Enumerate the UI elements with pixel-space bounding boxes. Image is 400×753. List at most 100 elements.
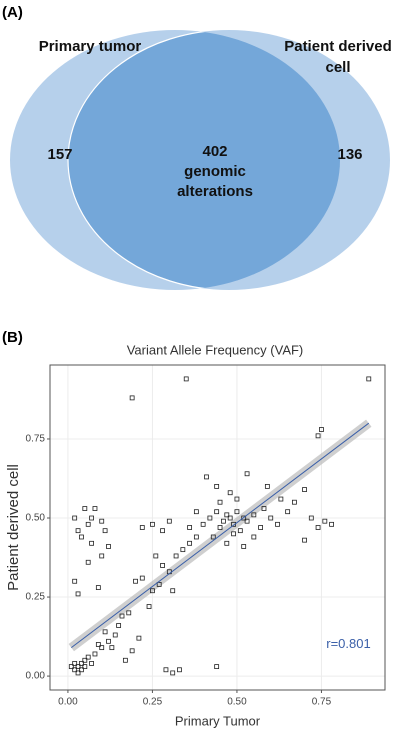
point xyxy=(217,525,223,530)
point xyxy=(112,632,118,638)
chart-title: Variant Allele Frequency (VAF) xyxy=(127,342,304,357)
point xyxy=(187,540,193,546)
x-tick-label: 0.00 xyxy=(58,697,78,708)
point xyxy=(251,512,257,518)
point xyxy=(268,515,274,521)
point xyxy=(133,578,138,584)
point xyxy=(170,588,176,594)
point xyxy=(163,667,169,673)
point xyxy=(170,670,176,676)
point xyxy=(241,515,247,521)
point xyxy=(102,528,108,534)
point xyxy=(153,553,159,559)
point xyxy=(89,661,94,666)
fit-line xyxy=(70,422,370,649)
point xyxy=(156,582,162,587)
point xyxy=(122,657,128,663)
point xyxy=(129,395,135,401)
point xyxy=(200,521,206,527)
y-tick-label: 0.25 xyxy=(26,592,46,603)
point xyxy=(187,525,193,530)
annotation: r=0.801 xyxy=(326,636,370,651)
point xyxy=(150,588,155,594)
point xyxy=(224,540,230,546)
point xyxy=(72,515,78,521)
point xyxy=(275,521,280,527)
intersection-label: genomic xyxy=(184,163,246,180)
point xyxy=(68,664,74,670)
point xyxy=(224,512,230,518)
point xyxy=(258,525,264,530)
y-axis-label: Patient derived cell xyxy=(5,464,22,591)
point xyxy=(210,534,216,540)
point xyxy=(322,518,328,524)
point xyxy=(231,531,236,537)
point xyxy=(221,518,226,524)
point xyxy=(180,547,186,553)
point xyxy=(136,635,142,641)
point xyxy=(95,585,101,590)
point xyxy=(99,645,105,651)
point xyxy=(89,515,94,521)
point xyxy=(126,610,132,616)
point xyxy=(82,664,88,670)
point xyxy=(160,528,165,534)
point xyxy=(278,496,284,502)
point xyxy=(79,661,84,666)
x-tick-label: 0.75 xyxy=(312,697,332,708)
point xyxy=(214,509,220,515)
point xyxy=(234,509,240,515)
point xyxy=(315,433,321,439)
point xyxy=(217,499,223,505)
point xyxy=(75,591,81,597)
point xyxy=(79,667,84,673)
point xyxy=(106,544,111,549)
plot-frame xyxy=(49,364,386,691)
point xyxy=(85,559,91,565)
point xyxy=(166,518,172,524)
point xyxy=(116,623,122,628)
point xyxy=(193,534,199,540)
point xyxy=(227,490,233,496)
point xyxy=(89,540,94,546)
point xyxy=(85,521,91,527)
set-name: Patient derived xyxy=(284,38,392,55)
point xyxy=(129,648,135,654)
point xyxy=(75,664,81,670)
point xyxy=(75,528,81,534)
set-name: Primary tumor xyxy=(39,38,142,55)
point xyxy=(139,525,145,530)
point xyxy=(99,553,105,559)
point xyxy=(82,657,88,663)
point xyxy=(302,487,307,492)
x-tick-label: 0.25 xyxy=(143,697,163,708)
y-tick-label: 0.00 xyxy=(26,671,46,682)
point xyxy=(92,506,98,511)
outline xyxy=(67,30,340,290)
point xyxy=(72,661,78,666)
panel-label: (B) xyxy=(2,329,23,346)
point xyxy=(204,474,209,480)
point xyxy=(234,496,240,502)
point xyxy=(99,518,105,524)
point xyxy=(106,638,111,644)
point xyxy=(79,534,84,540)
point xyxy=(264,484,270,489)
point xyxy=(102,629,108,635)
point xyxy=(244,518,250,524)
x-tick-label: 0.50 xyxy=(227,697,247,708)
point xyxy=(315,525,321,530)
point xyxy=(366,376,372,382)
point xyxy=(241,544,247,549)
point xyxy=(75,670,81,676)
point xyxy=(85,654,91,660)
point xyxy=(285,509,291,515)
point xyxy=(119,613,125,619)
point xyxy=(214,484,220,489)
intersection-count: 402 xyxy=(202,143,227,160)
point xyxy=(207,515,213,521)
point xyxy=(183,376,189,382)
point xyxy=(139,575,145,581)
set-count: 136 xyxy=(337,146,362,163)
